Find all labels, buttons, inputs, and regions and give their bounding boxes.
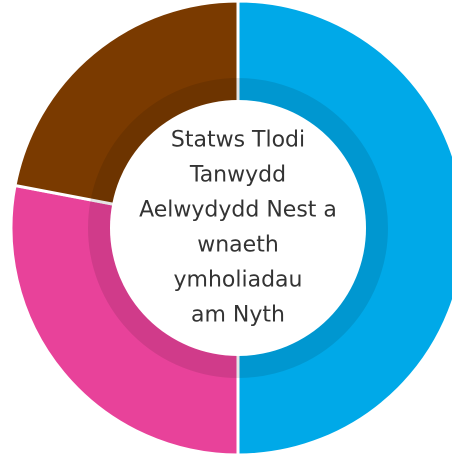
title-line: wnaeth — [197, 233, 279, 258]
center-title: Statws Tlodi Tanwydd Aelwydydd Nest a wnaet… — [139, 128, 337, 328]
title-line: Tanwydd — [189, 163, 286, 188]
center-hole — [110, 100, 366, 356]
title-line: am Nyth — [191, 303, 285, 328]
inner-ring-shade — [88, 78, 388, 378]
title-line: ymholiadau — [174, 268, 303, 293]
title-line: Statws Tlodi — [171, 128, 305, 153]
title-line: Aelwydydd Nest a — [139, 198, 337, 223]
